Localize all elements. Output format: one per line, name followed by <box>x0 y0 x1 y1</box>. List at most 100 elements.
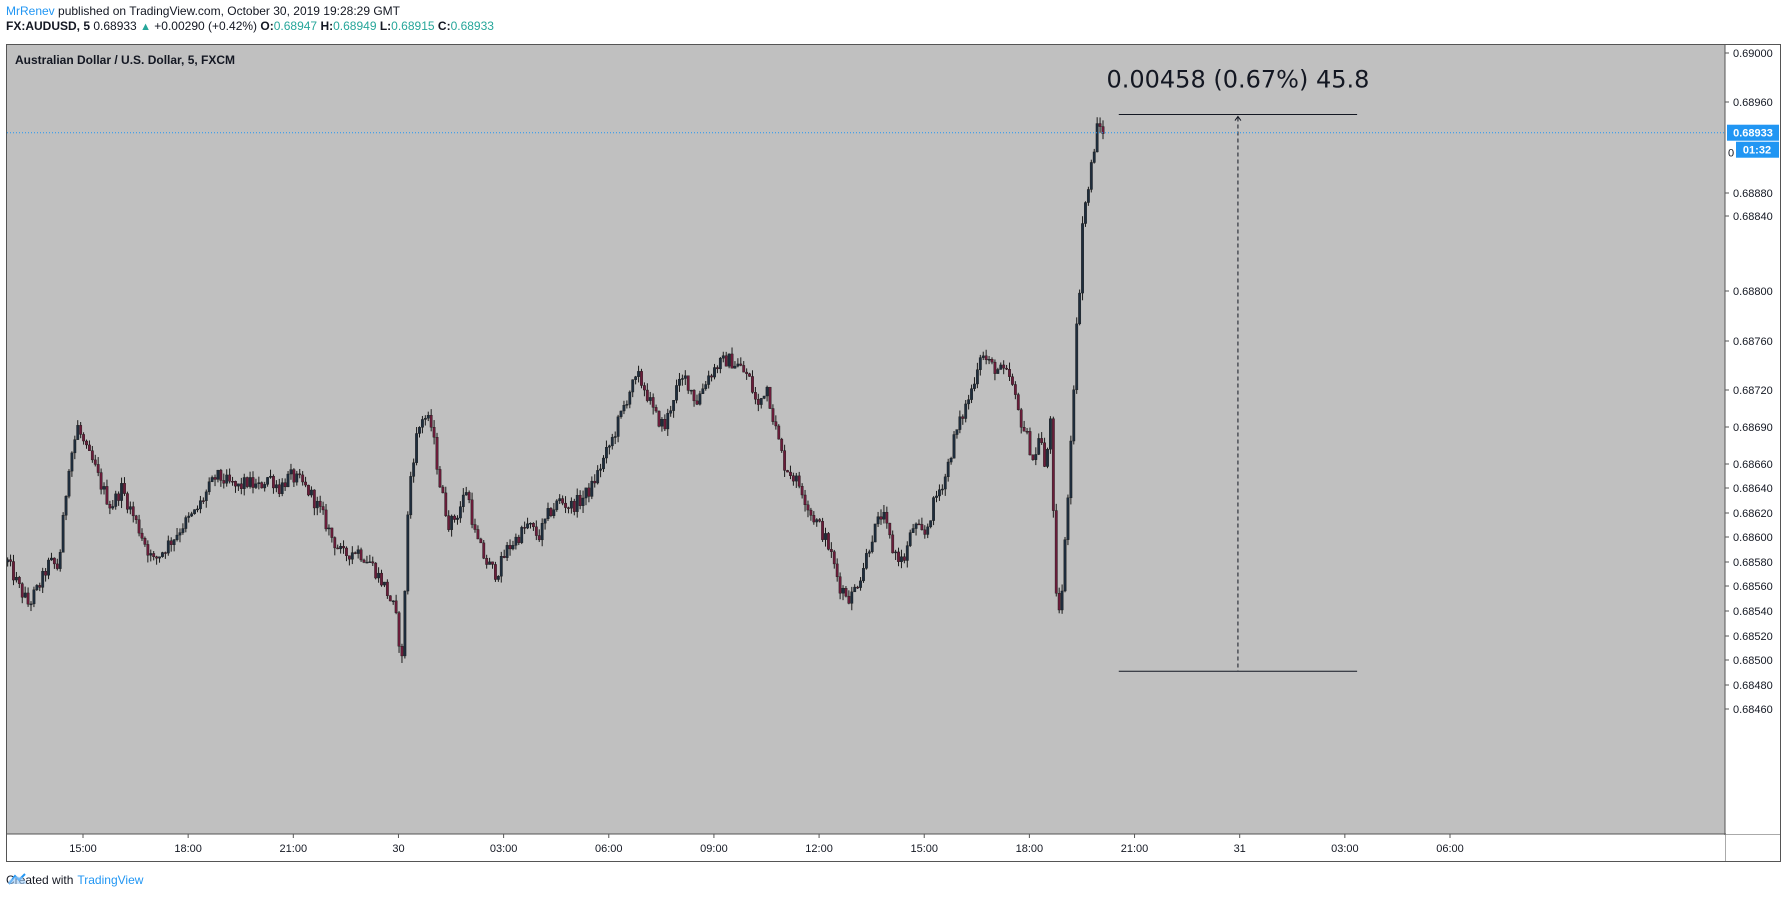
candle-body <box>686 375 690 391</box>
time-axis[interactable]: 15:00 18:00 21:00 30 03:00 06:00 09:00 12:00 15:… <box>7 834 1725 861</box>
candle-body <box>272 475 275 489</box>
candle-body <box>324 509 328 530</box>
candle-body <box>949 458 953 463</box>
candle-body <box>38 585 42 588</box>
candle-body <box>666 413 670 430</box>
symbol-label: FX:AUDUSD, 5 <box>6 19 91 33</box>
candle-body <box>397 612 401 647</box>
price-range-measure[interactable]: 0.00458 (0.67%) 45.8 <box>1106 66 1369 672</box>
hidden-price-tick-label: 0 <box>1728 148 1734 160</box>
candle-body <box>593 480 597 484</box>
candle-body <box>675 385 678 401</box>
candle-body <box>339 546 343 550</box>
price-axis[interactable]: 0.69000 0.68960 0.68880 0.68840 0.68800 0.687… <box>1725 45 1780 834</box>
candle-body <box>885 511 889 524</box>
candle-body <box>67 470 71 497</box>
candle-body <box>82 434 85 442</box>
candle-body <box>491 561 494 565</box>
candle-body <box>564 502 567 508</box>
candle-body <box>47 559 50 576</box>
time-tick-label: 21:00 <box>280 843 308 855</box>
price-tick-label: 0.68460 <box>1733 704 1773 716</box>
candle-body <box>128 506 132 510</box>
candle-body <box>894 551 898 554</box>
candle-body <box>114 493 118 507</box>
candle-body <box>648 397 652 401</box>
high-label: H: <box>317 19 334 33</box>
candle-body <box>1025 431 1029 433</box>
candle-body <box>242 477 246 489</box>
candle-body <box>1089 162 1093 190</box>
candle-body <box>555 500 559 510</box>
candle-body <box>502 556 506 558</box>
candle-body <box>50 557 53 561</box>
candle-body <box>619 410 623 417</box>
close-label: C: <box>434 19 451 33</box>
candle-body <box>219 469 223 481</box>
candle-body <box>1043 442 1046 467</box>
measure-label: 0.00458 (0.67%) 45.8 <box>1106 66 1369 94</box>
candle-body <box>149 553 153 556</box>
candle-body <box>418 427 421 434</box>
candle-body <box>625 404 629 406</box>
candle-body <box>748 373 751 377</box>
candle-body <box>190 513 194 517</box>
candle-body <box>248 477 252 487</box>
candle-body <box>421 419 424 428</box>
candle-body <box>298 473 302 476</box>
candle-body <box>73 439 77 454</box>
price-change: +0.00290 (+0.42%) <box>150 19 261 33</box>
candle-body <box>902 556 906 561</box>
tradingview-link[interactable]: TradingView <box>77 873 144 887</box>
candle-body <box>532 522 535 528</box>
candle-body <box>1081 223 1084 294</box>
candle-body <box>307 484 310 496</box>
plot-area[interactable] <box>7 45 1725 834</box>
candle-body <box>920 524 924 531</box>
author-link[interactable]: MrRenev <box>6 4 55 18</box>
candle-body <box>540 522 544 541</box>
candle-body <box>943 476 947 490</box>
candle-body <box>131 506 135 517</box>
candle-body <box>575 495 579 512</box>
candle-body <box>394 600 398 613</box>
candle-body <box>815 519 819 523</box>
candle-body <box>786 470 789 473</box>
candle-body <box>940 488 944 491</box>
chart-container[interactable]: Australian Dollar / U.S. Dollar, 5, FXCM… <box>6 44 1781 862</box>
candle-body <box>365 561 369 564</box>
candle-body <box>1086 189 1090 203</box>
candle-body <box>216 469 220 480</box>
price-tick-label: 0.68690 <box>1733 422 1773 434</box>
candlestick-chart[interactable]: Australian Dollar / U.S. Dollar, 5, FXCM… <box>7 45 1780 861</box>
candle-series <box>7 117 1105 663</box>
candle-body <box>280 482 284 494</box>
chart-header: MrRenev published on TradingView.com, Oc… <box>6 4 494 35</box>
open-label: O: <box>260 19 274 33</box>
candle-body <box>730 353 734 369</box>
candle-body <box>660 419 664 427</box>
candle-body <box>476 529 480 540</box>
candle-body <box>850 591 854 604</box>
candle-body <box>821 521 824 540</box>
candle-body <box>938 489 941 497</box>
candle-body <box>832 551 836 565</box>
candle-body <box>628 391 632 405</box>
candle-body <box>643 385 646 391</box>
candle-body <box>315 500 319 509</box>
candle-body <box>23 592 27 598</box>
candle-body <box>637 371 640 377</box>
candle-body <box>996 369 1000 374</box>
candle-body <box>76 425 80 440</box>
candle-body <box>569 500 573 509</box>
low-value: 0.68915 <box>391 19 435 33</box>
candle-body <box>663 419 667 430</box>
candle-body <box>952 434 956 459</box>
candle-body <box>1098 123 1102 127</box>
time-tick-label: 06:00 <box>1436 843 1464 855</box>
candle-body <box>1011 376 1014 385</box>
time-tick-label: 06:00 <box>595 843 623 855</box>
candle-body <box>689 389 693 392</box>
close-value: 0.68933 <box>450 19 494 33</box>
measure-arrow-icon <box>1234 115 1242 121</box>
